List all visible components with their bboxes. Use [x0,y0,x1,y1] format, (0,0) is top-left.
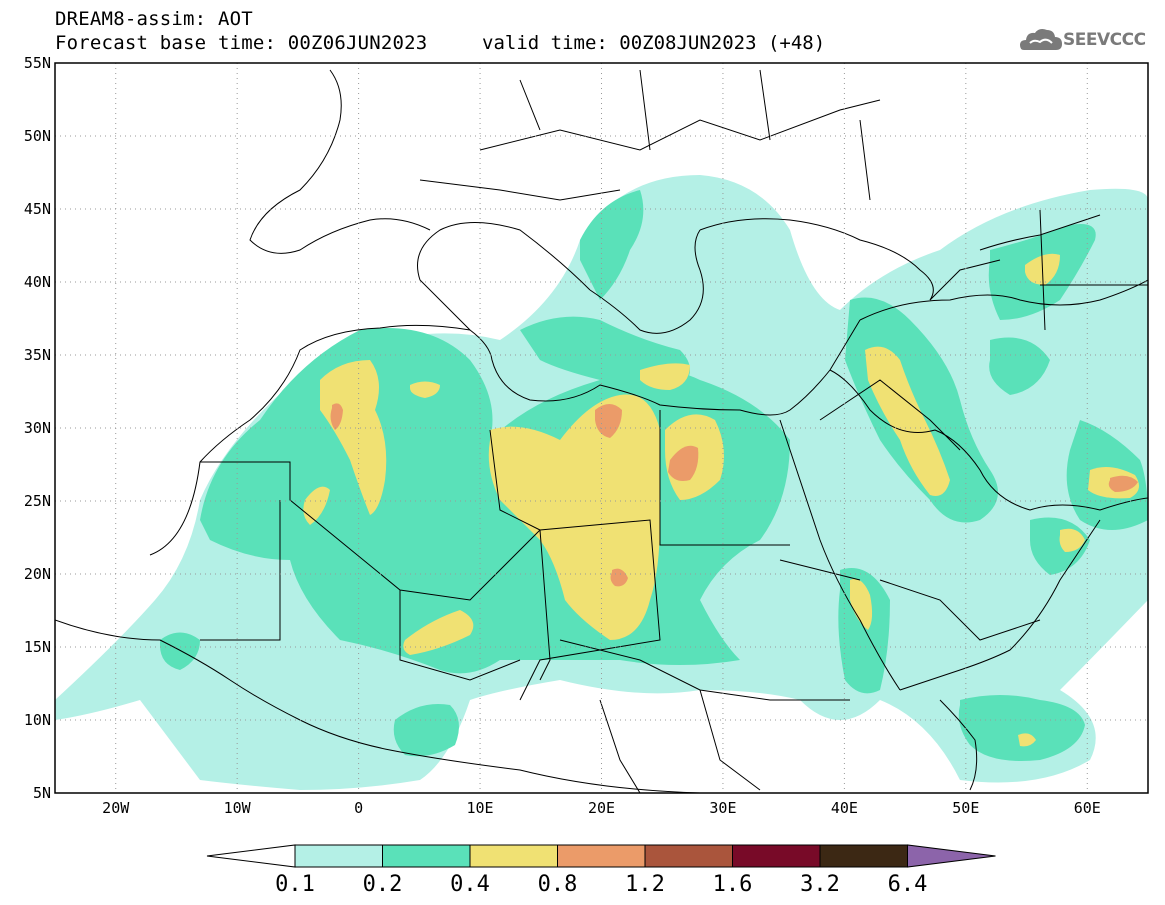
colorbar-label: 3.2 [800,872,840,897]
colorbar-label: 1.2 [625,872,665,897]
lat-label: 15N [24,638,51,656]
lat-label: 35N [24,346,51,364]
lon-label: 20W [102,799,130,817]
lon-label: 10W [224,799,252,817]
lat-label: 40N [24,273,51,291]
lat-label: 45N [24,200,51,218]
latitude-labels: 55N 50N 45N 40N 35N 30N 25N 20N 15N 10N 5N [24,54,51,802]
colorbar-label: 0.2 [363,872,403,897]
colorbar-label: 0.8 [538,872,578,897]
lon-label: 0 [354,799,363,817]
forecast-base-time: Forecast base time: 00Z06JUN2023 [55,32,428,54]
colorbar-over-arrow [907,844,996,868]
colorbar-segment [294,844,383,868]
longitude-labels: 20W 10W 0 10E 20E 30E 40E 50E 60E [102,799,1101,817]
colorbar-under-arrow [206,844,296,868]
colorbar-segment [469,844,558,868]
lon-label: 20E [588,799,615,817]
colorbar-segment [382,844,471,868]
colorbar-label: 1.6 [713,872,753,897]
colorbar-label: 6.4 [888,872,928,897]
lon-label: 50E [952,799,979,817]
chart-title: DREAM8-assim: AOT [55,8,253,30]
aot-fields [55,175,1148,790]
lat-label: 10N [24,711,51,729]
colorbar [206,844,996,868]
lat-label: 25N [24,492,51,510]
logo-text: SEEVCCC [1063,30,1146,50]
colorbar-segment [732,844,821,868]
cloud-icon [1020,29,1062,50]
lat-label: 50N [24,127,51,145]
map-frame [54,62,1149,794]
graticule [55,63,1148,793]
lat-label: 5N [33,784,51,802]
colorbar-segment [557,844,646,868]
lon-label: 60E [1074,799,1101,817]
coastlines [55,69,1148,793]
colorbar-segment [644,844,733,868]
colorbar-labels: 0.1 0.2 0.4 0.8 1.2 1.6 3.2 6.4 [275,872,927,897]
lat-label: 30N [24,419,51,437]
valid-time: valid time: 00Z08JUN2023 (+48) [482,32,826,54]
lon-label: 10E [467,799,494,817]
lat-label: 20N [24,565,51,583]
colorbar-segment [819,844,908,868]
colorbar-label: 0.4 [450,872,490,897]
lon-label: 40E [831,799,858,817]
lon-label: 30E [709,799,736,817]
lat-label: 55N [24,54,51,72]
colorbar-label: 0.1 [275,872,315,897]
